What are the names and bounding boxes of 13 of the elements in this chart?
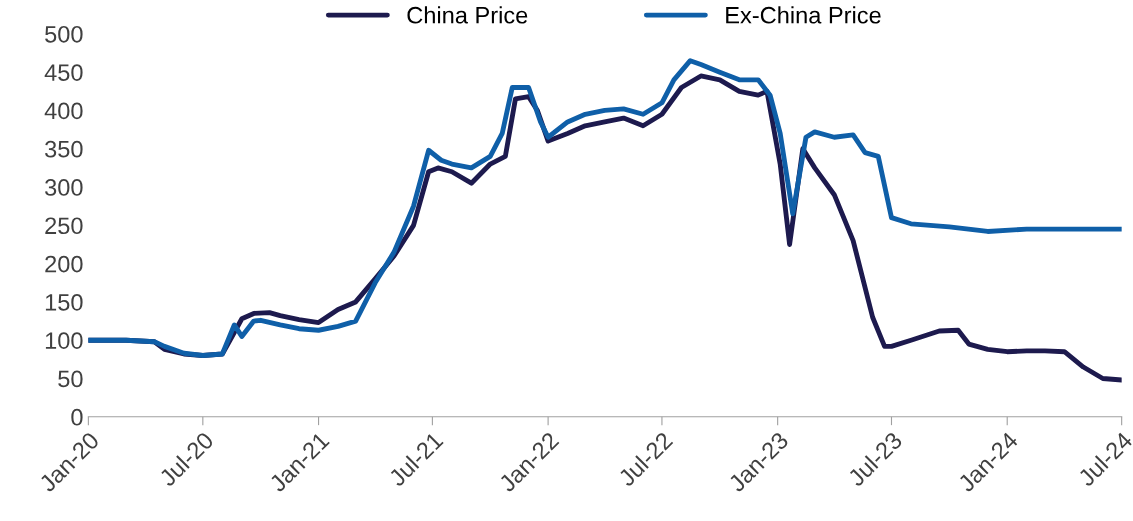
legend-label: China Price: [407, 6, 528, 24]
y-tick-label: 250: [45, 217, 83, 235]
y-tick-label: 400: [44, 102, 83, 120]
y-tick-label: 350: [45, 140, 83, 158]
y-tick-label: 450: [44, 64, 83, 81]
y-tick-label: 500: [45, 25, 83, 43]
y-tick-label: 100: [45, 332, 83, 349]
legend-label: Ex-China Price: [726, 6, 881, 24]
y-tick-label: 0: [71, 408, 83, 426]
y-tick-label: 50: [58, 370, 83, 388]
y-tick-label: 200: [45, 255, 83, 273]
y-tick-label: 300: [45, 179, 83, 196]
y-tick-label: 150: [45, 293, 83, 311]
